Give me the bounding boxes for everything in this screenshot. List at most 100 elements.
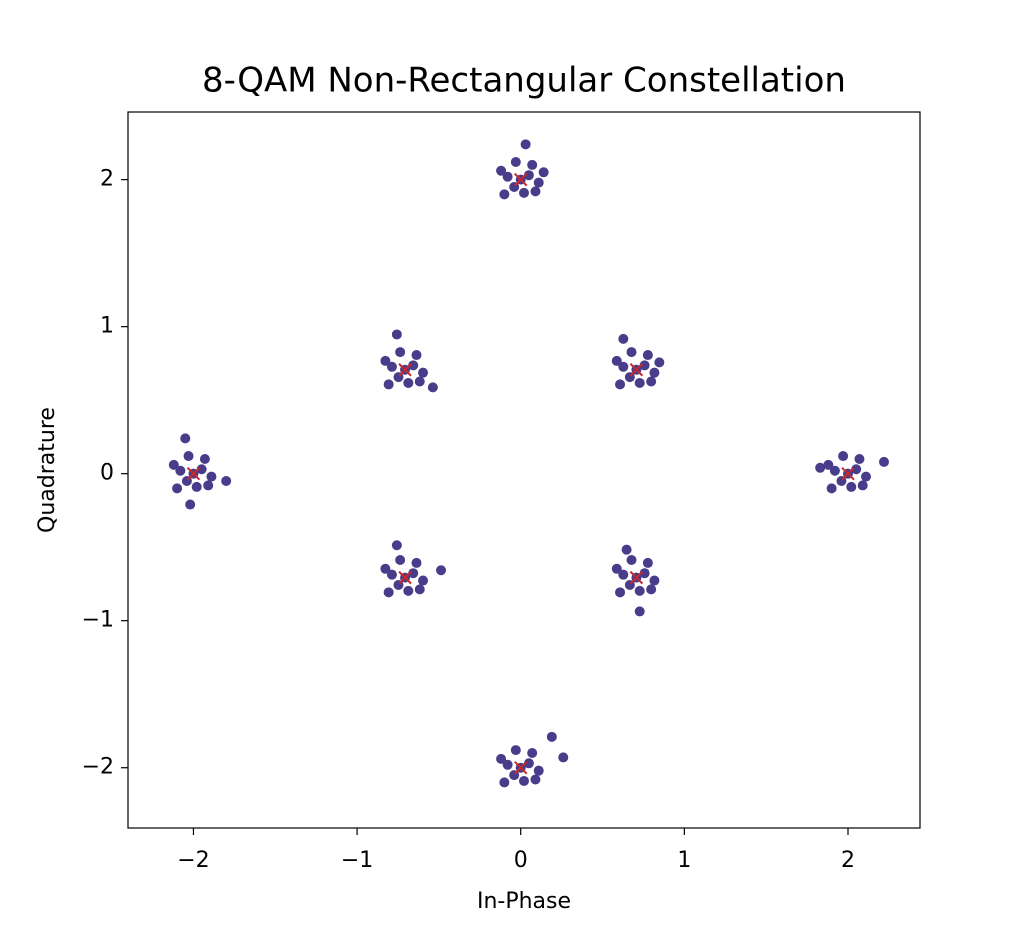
point <box>427 382 438 393</box>
point <box>502 171 513 182</box>
point <box>646 376 657 387</box>
point <box>411 350 422 361</box>
point <box>642 557 653 568</box>
point <box>519 187 529 198</box>
point <box>523 758 534 769</box>
point <box>846 481 857 492</box>
point <box>172 483 183 494</box>
point <box>203 480 214 491</box>
point <box>499 189 510 200</box>
point <box>206 471 217 482</box>
point <box>546 731 557 742</box>
point <box>854 453 865 464</box>
point <box>386 569 397 580</box>
point <box>168 459 179 470</box>
point <box>380 355 391 366</box>
point <box>383 587 394 598</box>
point <box>823 459 834 470</box>
point <box>533 765 544 776</box>
point <box>519 775 529 786</box>
point <box>411 557 422 568</box>
point <box>408 360 419 371</box>
point <box>861 471 871 482</box>
point <box>642 350 653 361</box>
point <box>414 584 425 595</box>
point <box>634 606 645 617</box>
point <box>403 377 414 388</box>
x-tick-label: −2 <box>177 848 209 873</box>
reference-marker <box>629 570 644 585</box>
y-tick-label: 2 <box>100 167 114 192</box>
plot-frame <box>127 111 921 829</box>
point <box>418 367 429 378</box>
x-tick-label: −1 <box>341 848 373 873</box>
point <box>626 347 637 358</box>
point <box>530 774 541 785</box>
point <box>639 360 650 371</box>
point <box>180 433 191 444</box>
point <box>499 777 510 788</box>
point <box>408 568 419 579</box>
y-tick-label: 1 <box>100 314 114 339</box>
y-tick-label: −1 <box>82 608 114 633</box>
point <box>436 565 447 576</box>
point <box>191 481 202 492</box>
point <box>879 456 889 467</box>
point <box>626 554 637 565</box>
point <box>621 544 632 555</box>
point <box>558 752 569 763</box>
point <box>618 569 629 580</box>
x-tick-label: 0 <box>514 848 528 873</box>
point <box>418 575 429 586</box>
point <box>199 453 210 464</box>
point <box>496 165 507 176</box>
point <box>380 563 391 574</box>
reference-marker <box>398 363 412 377</box>
x-tick-label: 1 <box>677 848 691 873</box>
y-tick-label: 0 <box>100 461 114 486</box>
point <box>510 745 521 756</box>
point <box>618 361 629 372</box>
point <box>383 379 394 390</box>
point <box>185 499 196 510</box>
point <box>649 575 660 586</box>
point <box>615 587 626 598</box>
point <box>395 554 406 565</box>
point <box>649 367 660 378</box>
reference-marker <box>841 466 855 481</box>
reference-marker <box>514 172 528 187</box>
reference-marker <box>629 363 644 377</box>
y-axis-label: Quadrature <box>35 407 60 533</box>
reference-marker <box>514 761 528 775</box>
point <box>634 377 645 388</box>
point <box>815 462 826 473</box>
point <box>395 347 406 358</box>
point <box>510 156 521 167</box>
point <box>175 465 186 476</box>
point <box>611 355 622 366</box>
point <box>639 568 650 579</box>
point <box>196 464 207 475</box>
point <box>857 480 868 491</box>
point <box>391 540 402 551</box>
point <box>520 139 531 150</box>
point <box>618 333 629 344</box>
point <box>538 167 549 178</box>
reference-marker <box>186 466 201 481</box>
y-tick-label: −2 <box>82 755 114 780</box>
point <box>851 464 862 475</box>
point <box>533 177 544 188</box>
point <box>403 585 414 596</box>
chart-title: 8-QAM Non-Rectangular Constellation <box>202 61 846 101</box>
point <box>615 379 626 390</box>
point <box>829 465 840 476</box>
point <box>502 759 513 770</box>
point <box>611 563 622 574</box>
point <box>826 483 837 494</box>
point <box>530 186 541 197</box>
reference-marker <box>398 570 412 585</box>
point <box>386 361 397 372</box>
point <box>527 159 538 170</box>
